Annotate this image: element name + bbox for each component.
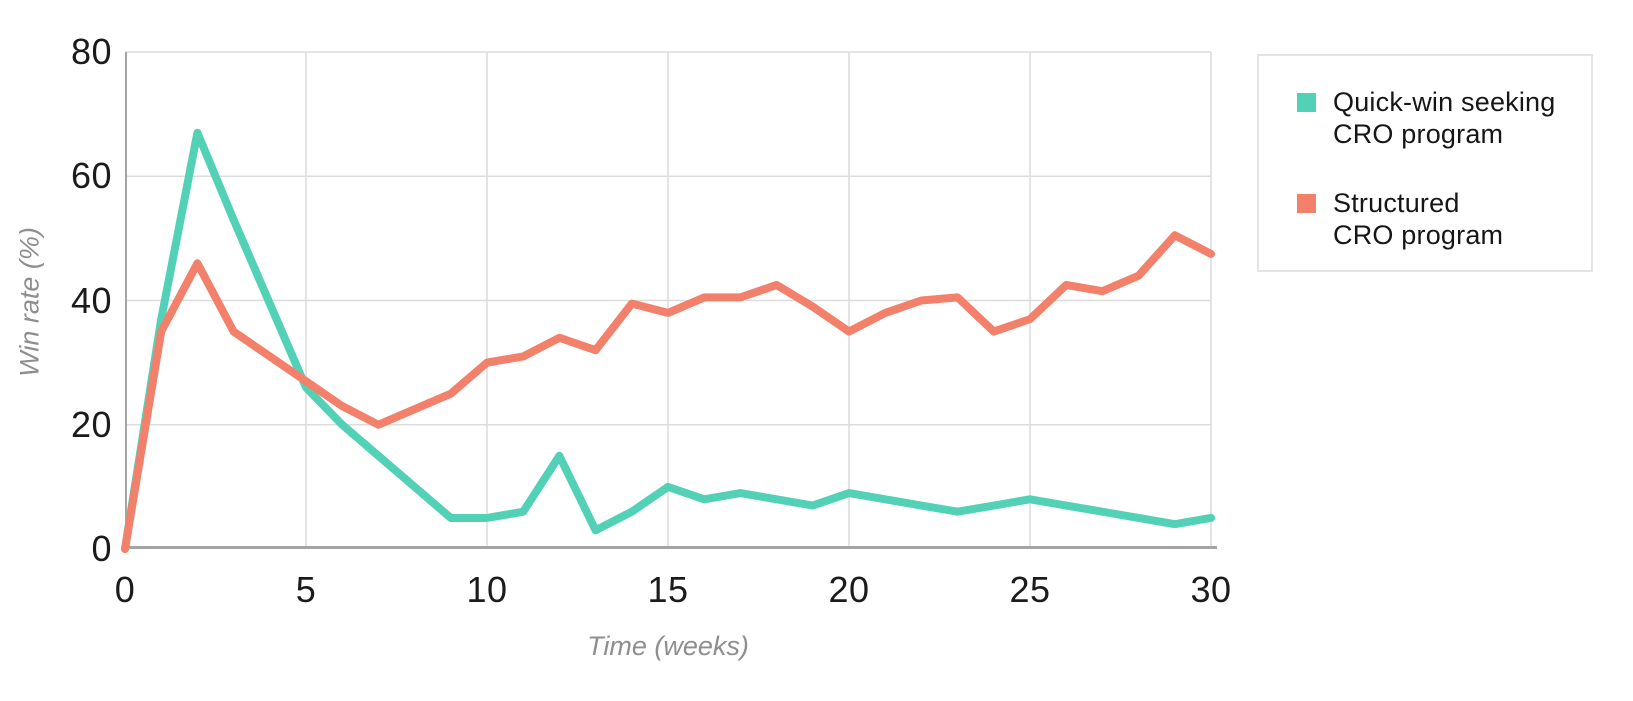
x-tick-label: 20 [828, 569, 870, 610]
x-tick-label: 5 [295, 569, 317, 610]
legend: Quick-win seeking CRO program Structured… [1257, 54, 1593, 272]
legend-label-line: Structured [1333, 188, 1460, 218]
legend-label-line: CRO program [1333, 119, 1504, 149]
plot-area [121, 51, 1217, 553]
x-tick-label: 15 [647, 569, 689, 610]
legend-label-structured: Structured CRO program [1333, 187, 1503, 251]
x-tick-label: 0 [114, 569, 136, 610]
y-tick-label: 20 [70, 403, 112, 445]
legend-entry-quick-win: Quick-win seeking CRO program [1297, 86, 1591, 150]
legend-label-quick-win: Quick-win seeking CRO program [1333, 86, 1556, 150]
x-tick-label: 25 [1009, 569, 1051, 610]
series-line-quick-win [121, 128, 1215, 553]
y-tick-label: 60 [70, 155, 112, 197]
legend-swatch-quick-win-icon [1297, 93, 1316, 112]
y-tick-label: 80 [70, 31, 112, 72]
x-tick-label: 30 [1190, 569, 1232, 610]
legend-entry-structured: Structured CRO program [1297, 187, 1591, 251]
y-tick-label: 40 [70, 279, 112, 321]
legend-swatch-structured-icon [1297, 194, 1316, 213]
legend-label-line: CRO program [1333, 220, 1504, 250]
legend-label-line: Quick-win seeking [1333, 87, 1556, 117]
series-line-structured [121, 231, 1215, 553]
x-tick-label: 10 [466, 569, 508, 610]
x-axis-title: Time (weeks) [587, 631, 749, 661]
y-tick-label: 0 [91, 528, 112, 569]
y-axis-title: Win rate (%) [14, 227, 45, 377]
